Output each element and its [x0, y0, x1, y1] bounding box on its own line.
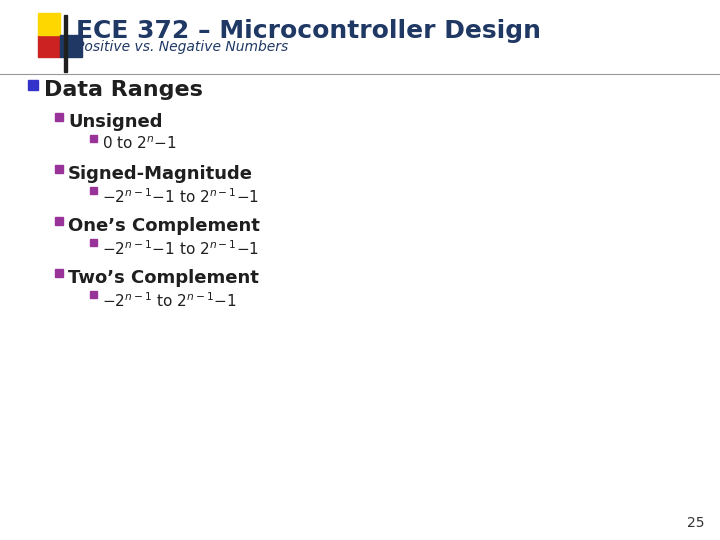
Bar — [55, 113, 63, 121]
Bar — [90, 291, 97, 298]
Text: Positive vs. Negative Numbers: Positive vs. Negative Numbers — [76, 40, 288, 54]
Bar — [90, 135, 97, 142]
Text: $-2^{n-1}$$-1$ to $2^{n-1}$$-1$: $-2^{n-1}$$-1$ to $2^{n-1}$$-1$ — [102, 239, 259, 258]
Bar — [28, 80, 38, 90]
Text: Two’s Complement: Two’s Complement — [68, 269, 259, 287]
Text: Unsigned: Unsigned — [68, 113, 163, 131]
Bar — [38, 35, 60, 57]
Bar — [64, 15, 67, 72]
Bar — [55, 269, 63, 277]
Bar — [90, 187, 97, 194]
Text: $-2^{n-1}$$-1$ to $2^{n-1}$$-1$: $-2^{n-1}$$-1$ to $2^{n-1}$$-1$ — [102, 187, 259, 206]
Bar — [60, 35, 82, 57]
Text: Signed-Magnitude: Signed-Magnitude — [68, 165, 253, 183]
Bar — [90, 239, 97, 246]
Text: $0$ to $2^n$$-1$: $0$ to $2^n$$-1$ — [102, 135, 177, 152]
Text: 25: 25 — [688, 516, 705, 530]
Text: Data Ranges: Data Ranges — [44, 80, 203, 100]
Bar — [38, 13, 60, 35]
Text: ECE 372 – Microcontroller Design: ECE 372 – Microcontroller Design — [76, 19, 541, 43]
Text: One’s Complement: One’s Complement — [68, 217, 260, 235]
Bar — [55, 217, 63, 225]
Bar — [55, 165, 63, 173]
Text: $-2^{n-1}$ to $2^{n-1}$$-1$: $-2^{n-1}$ to $2^{n-1}$$-1$ — [102, 291, 237, 310]
